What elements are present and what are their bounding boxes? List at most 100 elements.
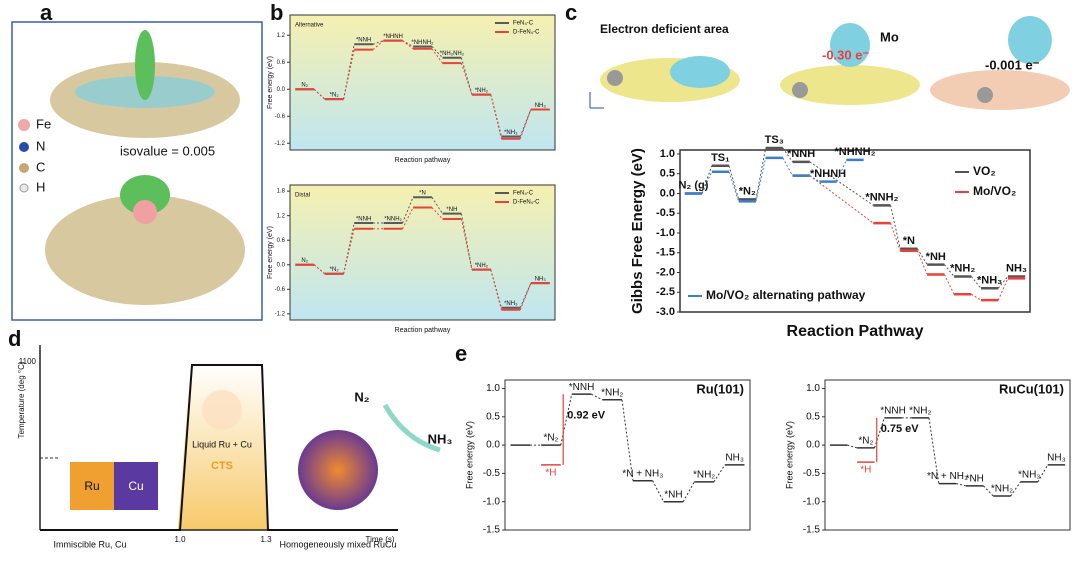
level-label: *NH: [664, 489, 682, 500]
connector: [782, 147, 793, 163]
graphene: [45, 195, 245, 305]
level-label: NH₃: [535, 277, 547, 283]
density: [135, 30, 155, 100]
level-label: *NNH₂: [865, 192, 898, 204]
connector: [519, 282, 532, 308]
density: [830, 23, 870, 67]
connector: [755, 147, 767, 200]
connector: [621, 399, 634, 481]
y-tick-label: 1.2: [277, 213, 286, 219]
y-tick-label: 1.0: [486, 383, 500, 394]
cts-region: [178, 365, 268, 530]
chart-title: Ru(101): [696, 381, 744, 396]
isovalue: isovalue = 0.005: [120, 143, 215, 158]
level-label: *NNH: [356, 216, 371, 222]
legend-dot: [18, 119, 30, 131]
level-label: *NH₃: [977, 274, 1002, 286]
density: [930, 70, 1070, 110]
panel-label: a: [40, 0, 53, 25]
y-tick-label: 1.2: [277, 33, 286, 39]
level-label: NH₃: [535, 103, 547, 109]
panel-label: b: [270, 0, 283, 25]
y-tick-label: -3.0: [656, 306, 675, 318]
connector: [809, 175, 820, 183]
connector: [943, 274, 955, 295]
y-tick-label: -1.2: [275, 141, 286, 147]
connector: [809, 161, 874, 206]
x-axis-label: Reaction Pathway: [787, 323, 924, 340]
connector: [431, 197, 443, 214]
level-label: *N₂: [330, 93, 340, 99]
level-label: TS₃: [765, 134, 784, 146]
level-label: *NH₂NH₂: [440, 51, 465, 57]
level-label: *NHNH₂: [412, 40, 435, 46]
level-label: NH₃: [1047, 453, 1066, 464]
connector: [460, 62, 473, 95]
y-tick-label: 1.8: [277, 189, 286, 195]
y-tick-label: 1.0: [660, 148, 675, 160]
level-label: *NHNH: [383, 34, 403, 40]
connector: [372, 40, 384, 45]
x-axis-label: Reaction pathway: [395, 157, 451, 164]
x-axis-label: Reaction pathway: [395, 327, 451, 334]
connector: [943, 264, 955, 277]
density: [780, 65, 920, 105]
level-label: *NH: [966, 473, 984, 484]
legend-text: FeN₄-C: [513, 21, 534, 27]
label: N₂: [354, 389, 369, 404]
level-label: *H: [860, 465, 871, 476]
legend-text: D-FeN₄-C: [513, 30, 540, 36]
plot-frame: [289, 14, 556, 151]
plot-frame: [679, 149, 1031, 313]
level-label: *NH: [446, 207, 457, 213]
legend-dot: [19, 183, 29, 193]
legend-text: Mo/VO₂: [973, 184, 1016, 198]
connector: [890, 205, 901, 249]
annotation: 0.75 eV: [881, 423, 920, 435]
connector: [490, 94, 502, 139]
level-label: *N₂: [858, 436, 873, 447]
level-label: *NH₃: [1018, 470, 1040, 481]
connector: [890, 222, 901, 251]
level-label: *N₂: [330, 267, 340, 273]
y-tick-label: 1.0: [806, 383, 820, 394]
connector: [652, 480, 665, 502]
panel-label: c: [565, 0, 577, 25]
axis-label: Time (s): [365, 535, 394, 544]
label: Liquid Ru + Cu: [192, 439, 252, 449]
level-label: *N: [419, 191, 426, 197]
chart-title: RuCu(101): [999, 381, 1064, 396]
level-label: *NNH: [880, 406, 906, 417]
connector: [755, 157, 767, 202]
connector: [971, 293, 982, 301]
connector: [713, 464, 726, 483]
annotation: Mo: [880, 29, 899, 44]
label: Ru: [84, 479, 99, 493]
level-label: NH₃: [725, 453, 744, 464]
label: NH₃: [428, 431, 453, 446]
connector: [313, 88, 326, 100]
connector: [431, 46, 443, 59]
y-tick-label: 0.0: [486, 440, 500, 451]
y-tick-label: 0.6: [277, 238, 286, 244]
label: Immiscible Ru, Cu: [53, 539, 126, 549]
legend-dot: [19, 142, 29, 152]
y-tick-label: -1.5: [656, 247, 675, 259]
level-label: *N₂: [543, 433, 558, 444]
legend-text: Fe: [36, 116, 51, 131]
level-label: *NH₂: [909, 406, 931, 417]
y-tick-label: 0.5: [660, 168, 675, 180]
connector: [343, 49, 355, 100]
level-label: *NH₃: [504, 130, 518, 136]
arrow: [382, 403, 441, 453]
connector: [782, 157, 793, 176]
atom: [977, 87, 993, 103]
connector: [682, 481, 695, 502]
tick-label: 1100: [19, 357, 37, 366]
connector: [519, 282, 532, 310]
legend-dot: [19, 163, 29, 173]
label: Cu: [128, 479, 143, 493]
level-label: *NH₂: [991, 484, 1013, 495]
fe-atom: [133, 200, 157, 224]
connector: [560, 394, 573, 446]
